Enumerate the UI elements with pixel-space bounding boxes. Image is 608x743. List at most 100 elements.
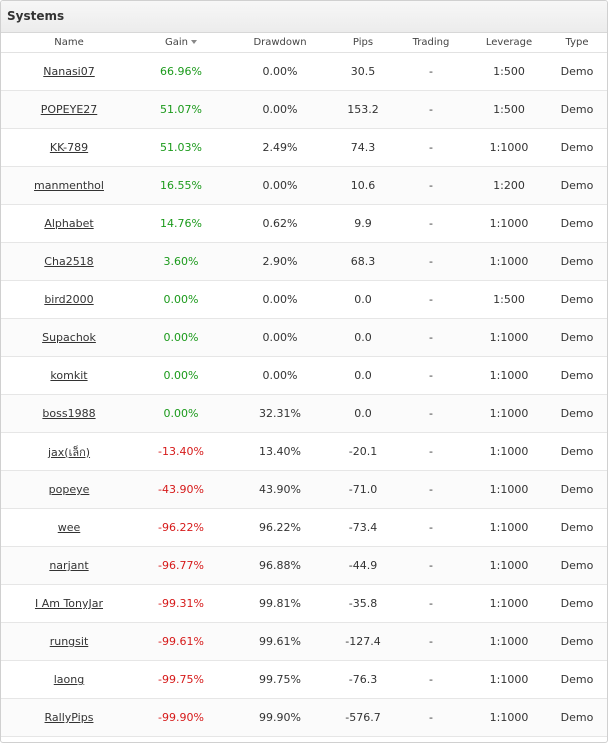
cell-leverage: 1:1000 (471, 242, 547, 281)
system-name-link[interactable]: Cha2518 (44, 255, 94, 268)
cell-pips: -76.3 (335, 660, 391, 699)
cell-gain: 0.00% (137, 280, 225, 319)
cell-drawdown: 0.00% (225, 166, 335, 205)
system-name-link[interactable]: Nanasi07 (43, 65, 95, 78)
cell-pips: 30.5 (335, 52, 391, 91)
cell-pips: -73.4 (335, 508, 391, 547)
cell-drawdown: 0.00% (225, 356, 335, 395)
column-header-pips[interactable]: Pips (335, 33, 391, 53)
cell-leverage: 1:1000 (471, 622, 547, 661)
system-name-link[interactable]: RallyPips (44, 711, 94, 724)
column-header-trading[interactable]: Trading (391, 33, 471, 53)
cell-trading: - (391, 204, 471, 243)
system-name-link[interactable]: Supachok (42, 331, 96, 344)
cell-name: Alphabet (1, 204, 137, 243)
cell-trading: - (391, 128, 471, 167)
system-name-link[interactable]: bird2000 (44, 293, 94, 306)
cell-drawdown: 13.40% (225, 432, 335, 471)
table-row: Nanasi07 66.96% 0.00% 30.5-1:500 Demo (1, 52, 607, 91)
cell-leverage: 1:200 (471, 166, 547, 205)
cell-type: Demo (547, 52, 607, 91)
cell-type: Demo (547, 166, 607, 205)
cell-name: popeye (1, 470, 137, 509)
table-row: bird2000 0.00% 0.00% 0.0-1:500 Demo (1, 280, 607, 319)
cell-trading: - (391, 166, 471, 205)
system-name-link[interactable]: KK-789 (49, 141, 89, 154)
cell-pips: -35.8 (335, 584, 391, 623)
cell-gain: 14.76% (137, 204, 225, 243)
cell-leverage: 1:1000 (471, 128, 547, 167)
system-name-link[interactable]: boss1988 (42, 407, 96, 420)
cell-trading: - (391, 52, 471, 91)
cell-gain: -43.90% (137, 470, 225, 509)
column-header-gain[interactable]: Gain (137, 33, 225, 53)
cell-pips: -20.1 (335, 432, 391, 471)
column-header-leverage[interactable]: Leverage (471, 33, 547, 53)
cell-drawdown: 99.90% (225, 698, 335, 737)
cell-pips: 74.3 (335, 128, 391, 167)
cell-gain: -99.75% (137, 660, 225, 699)
column-header-drawdown[interactable]: Drawdown (225, 33, 335, 53)
cell-leverage: 1:1000 (471, 394, 547, 433)
table-row: Alphabet 14.76% 0.62% 9.9-1:1000 Demo (1, 204, 607, 243)
cell-type: Demo (547, 622, 607, 661)
cell-pips: 0.0 (335, 318, 391, 357)
cell-trading: - (391, 660, 471, 699)
cell-gain: -96.77% (137, 546, 225, 585)
system-name-link[interactable]: POPEYE27 (40, 103, 98, 116)
column-header-name[interactable]: Name (1, 33, 137, 53)
cell-trading: - (391, 432, 471, 471)
table-row: manmenthol 16.55% 0.00% 10.6-1:200 Demo (1, 166, 607, 205)
system-name-link[interactable]: jax(เล็ก) (47, 445, 91, 459)
cell-type: Demo (547, 584, 607, 623)
system-name-link[interactable]: Alphabet (44, 217, 94, 230)
table-row: I Am TonyJar -99.31% 99.81% -35.8-1:1000 Dem… (1, 584, 607, 623)
cell-type: Demo (547, 204, 607, 243)
system-name-link[interactable]: I Am TonyJar (34, 597, 104, 610)
cell-name: komkit (1, 356, 137, 395)
cell-leverage: 1:500 (471, 52, 547, 91)
cell-gain: -99.90% (137, 698, 225, 737)
cell-gain: 3.60% (137, 242, 225, 281)
cell-drawdown: 0.00% (225, 318, 335, 357)
table-row: Supachok 0.00% 0.00% 0.0-1:1000 Demo (1, 318, 607, 357)
cell-leverage: 1:1000 (471, 584, 547, 623)
system-name-link[interactable]: laong (53, 673, 85, 686)
system-name-link[interactable]: komkit (50, 369, 88, 382)
system-name-link[interactable]: manmenthol (34, 179, 104, 192)
cell-drawdown: 99.61% (225, 622, 335, 661)
cell-drawdown: 32.31% (225, 394, 335, 433)
table-header-row: Name Gain Drawdown Pips Trading Leverage… (1, 33, 607, 53)
cell-pips: 0.0 (335, 280, 391, 319)
cell-type: Demo (547, 546, 607, 585)
cell-trading: - (391, 584, 471, 623)
cell-name: narjant (1, 546, 137, 585)
table-row: Cha2518 3.60% 2.90% 68.3-1:1000 Demo (1, 242, 607, 281)
cell-pips: 153.2 (335, 90, 391, 129)
system-name-link[interactable]: wee (57, 521, 81, 534)
cell-drawdown: 0.00% (225, 52, 335, 91)
table-row: POPEYE27 51.07% 0.00% 153.2-1:500 Demo (1, 90, 607, 129)
column-header-type[interactable]: Type (547, 33, 607, 53)
cell-leverage: 1:1000 (471, 470, 547, 509)
cell-trading: - (391, 508, 471, 547)
cell-name: manmenthol (1, 166, 137, 205)
table-row: wee -96.22% 96.22% -73.4-1:1000 Demo (1, 508, 607, 547)
cell-type: Demo (547, 432, 607, 471)
cell-gain: -13.40% (137, 432, 225, 471)
cell-name: Supachok (1, 318, 137, 357)
cell-drawdown: 0.62% (225, 204, 335, 243)
cell-trading: - (391, 280, 471, 319)
cell-drawdown: 96.22% (225, 508, 335, 547)
cell-pips: -44.9 (335, 546, 391, 585)
systems-table: Name Gain Drawdown Pips Trading Leverage… (1, 33, 607, 737)
cell-leverage: 1:500 (471, 280, 547, 319)
system-name-link[interactable]: rungsit (49, 635, 89, 648)
cell-gain: 0.00% (137, 356, 225, 395)
system-name-link[interactable]: narjant (49, 559, 89, 572)
system-name-link[interactable]: popeye (48, 483, 90, 496)
cell-name: boss1988 (1, 394, 137, 433)
cell-leverage: 1:1000 (471, 356, 547, 395)
cell-pips: 9.9 (335, 204, 391, 243)
